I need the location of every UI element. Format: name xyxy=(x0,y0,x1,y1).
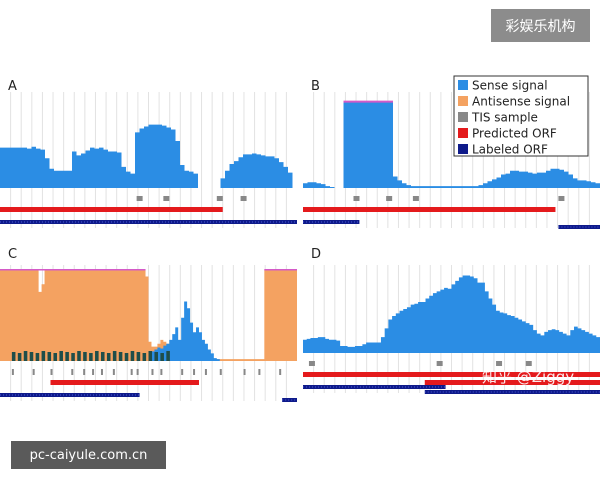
legend-swatch xyxy=(458,128,468,138)
tis-sample-mark xyxy=(50,369,53,375)
tis-sample-mark xyxy=(216,196,223,201)
labeled-orf-bar xyxy=(303,220,360,224)
predicted-orf-bar xyxy=(424,380,600,385)
overlap-signal-mark xyxy=(53,353,58,361)
overlap-signal-mark xyxy=(130,351,135,361)
tis-sample-mark xyxy=(11,369,14,375)
overlap-signal-mark xyxy=(100,352,105,361)
tis-sample-mark xyxy=(219,369,222,375)
overlap-signal-mark xyxy=(83,352,87,361)
legend-swatch xyxy=(458,96,468,106)
tis-sample-mark xyxy=(386,196,393,201)
tis-sample-mark xyxy=(525,361,532,366)
legend-label: Predicted ORF xyxy=(472,127,557,141)
overlap-signal-mark xyxy=(11,352,16,361)
overlap-signal-mark xyxy=(77,351,81,361)
panel-b: B xyxy=(303,79,600,229)
tis-sample-mark xyxy=(71,369,74,375)
tis-sample-mark xyxy=(136,196,143,201)
overlap-signal-mark xyxy=(89,353,93,361)
panel-a: A xyxy=(0,79,297,228)
tis-sample-mark xyxy=(136,369,139,375)
labeled-orf-bar xyxy=(558,225,600,229)
legend-label: Labeled ORF xyxy=(472,143,548,157)
watermark-badge-top: 彩娱乐机构 xyxy=(491,9,590,42)
tis-sample-mark xyxy=(436,361,443,366)
tis-sample-mark xyxy=(308,361,315,366)
tis-sample-mark xyxy=(130,369,133,375)
predicted-orf-bar xyxy=(303,372,600,377)
overlap-signal-mark xyxy=(23,351,28,361)
overlap-signal-mark xyxy=(112,351,117,361)
tis-sample-mark xyxy=(279,369,282,375)
tis-sample-mark xyxy=(240,196,247,201)
legend-label: TIS sample xyxy=(471,111,538,125)
legend-swatch xyxy=(458,112,468,122)
overlap-signal-mark xyxy=(29,352,34,361)
tis-sample-mark xyxy=(353,196,360,201)
tis-sample-mark xyxy=(496,361,503,366)
overlap-signal-mark xyxy=(47,352,52,361)
legend-box xyxy=(453,75,589,157)
antisense-signal-area xyxy=(0,269,297,361)
predicted-orf-bar xyxy=(303,207,556,212)
tis-sample-mark xyxy=(92,369,95,375)
tis-sample-mark xyxy=(112,369,115,375)
panel-d: D xyxy=(303,247,600,394)
legend-label: Sense signal xyxy=(472,79,548,93)
labeled-orf-bar xyxy=(282,398,297,402)
panel-label: C xyxy=(8,247,17,262)
predicted-orf-bar xyxy=(0,207,223,212)
overlap-signal-mark xyxy=(71,353,75,361)
tis-sample-mark xyxy=(151,369,154,375)
overlap-signal-mark xyxy=(148,351,153,361)
tis-sample-mark xyxy=(412,196,419,201)
legend-label: Antisense signal xyxy=(472,95,570,109)
overlap-signal-mark xyxy=(59,351,63,361)
watermark-badge-bottom: pc-caiyule.com.cn xyxy=(11,441,166,469)
watermark-zhihu: 知乎 @Ziggy xyxy=(482,368,574,386)
sense-signal-area xyxy=(0,124,297,188)
tis-sample-mark xyxy=(258,369,261,375)
legend-swatch xyxy=(458,144,468,154)
overlap-signal-mark xyxy=(136,352,141,361)
overlap-signal-mark xyxy=(95,351,99,361)
tis-sample-mark xyxy=(163,196,170,201)
overlap-signal-mark xyxy=(124,353,129,361)
overlap-signal-mark xyxy=(41,351,46,361)
tis-sample-mark xyxy=(193,369,196,375)
tis-sample-mark xyxy=(100,369,103,375)
predicted-orf-bar xyxy=(50,380,199,385)
panel-label: A xyxy=(8,79,17,94)
tis-sample-mark xyxy=(181,369,184,375)
labeled-orf-bar xyxy=(303,385,446,389)
overlap-signal-mark xyxy=(35,353,40,361)
overlap-signal-mark xyxy=(142,353,147,361)
overlap-signal-mark xyxy=(154,352,159,361)
overlap-signal-mark xyxy=(118,352,123,361)
panel-label: D xyxy=(311,247,321,262)
tis-sample-mark xyxy=(160,369,163,375)
overlap-signal-mark xyxy=(65,352,69,361)
tis-sample-mark xyxy=(558,196,565,201)
legend: Sense signal Antisense signal TIS sample Pr… xyxy=(453,75,589,157)
sense-signal-area xyxy=(303,101,600,188)
legend-swatch xyxy=(458,80,468,90)
tis-sample-mark xyxy=(83,369,86,375)
overlap-signal-mark xyxy=(160,353,164,361)
overlap-signal-mark xyxy=(17,353,22,361)
tis-sample-mark xyxy=(32,369,35,375)
panel-label: B xyxy=(311,79,320,94)
sense-signal-area xyxy=(303,275,600,353)
tis-sample-mark xyxy=(204,369,207,375)
overlap-signal-mark xyxy=(166,351,170,361)
tis-sample-mark xyxy=(243,369,246,375)
panel-c: C xyxy=(0,247,297,402)
labeled-orf-bar xyxy=(0,220,297,224)
overlap-signal-mark xyxy=(106,353,111,361)
